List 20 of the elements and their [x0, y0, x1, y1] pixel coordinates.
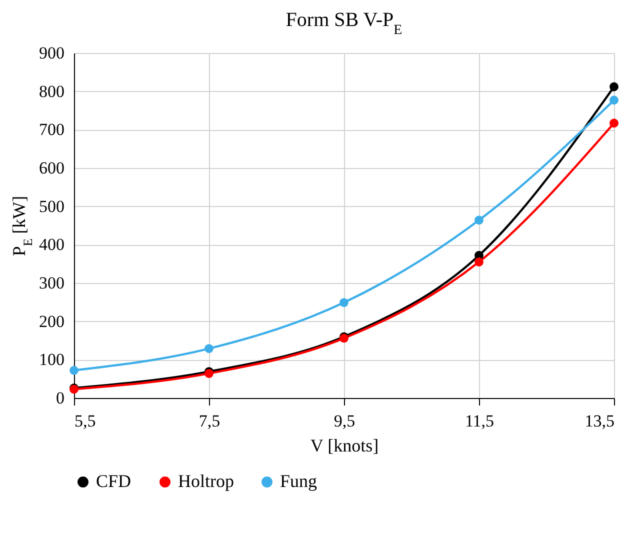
y-tick-label: 600 [39, 158, 64, 178]
legend-label: Fung [280, 471, 318, 491]
y-tick-label: 800 [39, 82, 64, 101]
y-tick-label: 500 [39, 196, 64, 216]
y-tick-label: 300 [39, 274, 64, 292]
x-axis-title: V [knots] [310, 436, 379, 456]
legend-label: CFD [96, 471, 132, 491]
y-tick-label: 100 [39, 350, 64, 370]
x-tick-label: 11,5 [464, 412, 494, 430]
y-tick-label: 200 [39, 312, 64, 331]
legend-label: Holtrop [178, 471, 234, 491]
x-tick-label: 9,5 [334, 412, 356, 430]
x-tick-label: 13,5 [584, 412, 614, 430]
chart-title: Form SB V-P$_{E}$ [286, 9, 402, 38]
x-tick-label: 7,5 [198, 412, 220, 430]
y-tick-label: 700 [39, 120, 64, 140]
y-tick-label: 400 [39, 235, 64, 254]
y-tick-label: 900 [39, 44, 64, 62]
x-tick-label: 5,5 [74, 412, 96, 430]
y-tick-label: 0 [56, 388, 64, 408]
